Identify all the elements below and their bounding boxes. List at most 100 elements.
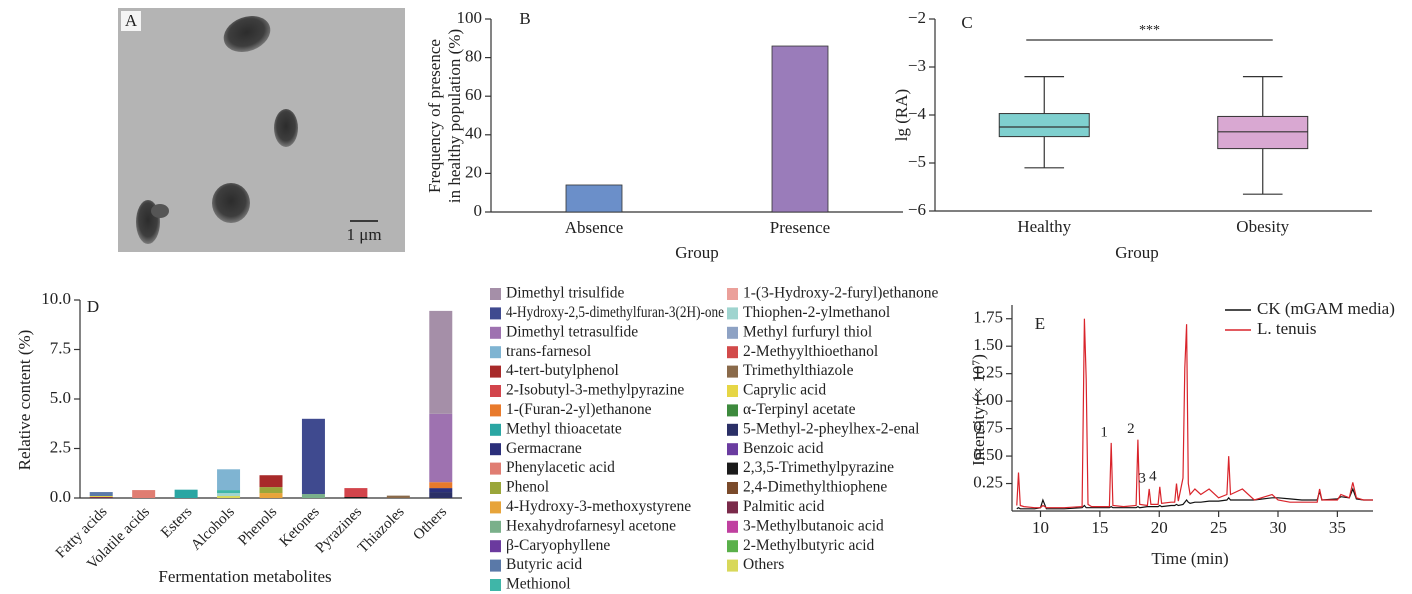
legend-swatch	[727, 443, 738, 455]
legend-label: 2,4-Dimethylthiophene	[743, 479, 887, 496]
x-axis-label: Fermentation metabolites	[158, 567, 331, 586]
y-tick-label: 40	[465, 124, 482, 143]
peak-label: 1	[1100, 424, 1108, 440]
legend-swatch	[727, 501, 738, 513]
y-axis-label: Frequency of presence	[425, 39, 444, 193]
scale-bar-label: 1 μm	[346, 225, 381, 244]
bar-segment	[217, 493, 240, 496]
y-tick-label: 7.5	[50, 338, 71, 357]
y-tick-label: −5	[908, 152, 926, 171]
x-tick-label: 30	[1270, 518, 1287, 537]
legend-swatch	[490, 540, 501, 552]
x-axis-label: Group	[675, 243, 718, 262]
y-tick-label: 10.0	[41, 289, 71, 308]
x-tick-label: Thiazoles	[355, 504, 408, 557]
x-tick-label: Presence	[770, 218, 830, 237]
bar-segment	[344, 497, 367, 498]
legend-label: Phenylacetic acid	[506, 459, 615, 476]
y-tick-label: 60	[465, 85, 482, 104]
legend-label: Butyric acid	[506, 556, 582, 573]
legend-swatch	[490, 327, 501, 339]
x-tick-label: 25	[1210, 518, 1227, 537]
bar	[772, 46, 828, 212]
bar-segment	[302, 419, 325, 494]
legend-label: Others	[743, 556, 784, 573]
legend-swatch	[727, 404, 738, 416]
bar	[566, 185, 622, 212]
x-axis-label: Group	[1115, 243, 1158, 262]
x-axis-label: Time (min)	[1151, 549, 1228, 568]
legend-label: 4-Hydroxy-3-methoxystyrene	[506, 498, 691, 515]
bar-segment	[217, 496, 240, 498]
box	[1218, 116, 1308, 148]
x-tick-label: Esters	[158, 504, 195, 541]
legend-label: Methionol	[506, 576, 571, 593]
legend-swatch	[727, 366, 738, 378]
legend-swatch	[490, 482, 501, 494]
bar-segment	[175, 490, 198, 498]
bar-segment	[217, 469, 240, 490]
bar-segment	[217, 490, 240, 493]
legend-label: Caprylic acid	[743, 382, 826, 399]
y-tick-label: 2.5	[50, 437, 71, 456]
bar-segment	[260, 487, 283, 493]
legend-label: 4-tert-butylphenol	[506, 362, 619, 379]
legend-swatch	[727, 482, 738, 494]
peak-label: 3	[1138, 470, 1146, 486]
x-tick-label: 35	[1329, 518, 1346, 537]
y-tick-label: 5.0	[50, 388, 71, 407]
y-tick-label: −3	[908, 56, 926, 75]
figure: A 1 μm 020406080100BFrequency of presenc…	[0, 0, 1412, 594]
bar-segment	[90, 497, 113, 498]
legend-label: Trimethylthiazole	[743, 362, 854, 379]
y-tick-label: 1.50	[973, 335, 1003, 354]
y-tick-label: −6	[908, 200, 926, 219]
y-tick-label: 100	[457, 8, 483, 27]
x-tick-label: Alcohols	[188, 504, 238, 554]
x-tick-label: Others	[410, 504, 450, 544]
box	[999, 114, 1089, 137]
legend-label: Hexahydrofarnesyl acetone	[506, 517, 676, 534]
legend-label: Phenol	[506, 479, 549, 496]
legend-swatch	[490, 560, 501, 572]
peak-label: 4	[1149, 468, 1157, 484]
x-tick-label: 10	[1032, 518, 1049, 537]
legend-label: trans-farnesol	[506, 343, 591, 360]
legend-swatch	[727, 521, 738, 533]
y-tick-label: 0	[474, 201, 483, 220]
y-axis-label: Intensity (× 10⁷)	[969, 354, 988, 466]
legend-swatch	[490, 424, 501, 436]
x-tick-label: Obesity	[1236, 217, 1289, 236]
legend-label: L. tenuis	[1257, 319, 1317, 338]
legend-swatch	[490, 346, 501, 358]
legend-swatch	[490, 404, 501, 416]
legend-swatch	[490, 288, 501, 300]
y-tick-label: 80	[465, 47, 482, 66]
x-tick-label: Phenols	[235, 504, 280, 549]
x-tick-label: Absence	[565, 218, 624, 237]
legend-label: 2-Methyylthioethanol	[743, 343, 878, 360]
legend-label: 1-(Furan-2-yl)ethanone	[506, 401, 652, 418]
legend-swatch	[727, 346, 738, 358]
panel-label: D	[87, 297, 99, 316]
bar-segment	[429, 482, 452, 488]
y-tick-label: 0.0	[50, 487, 71, 506]
y-axis-label: Relative content (%)	[15, 330, 34, 471]
legend-swatch	[727, 385, 738, 397]
y-tick-label: 20	[465, 162, 482, 181]
legend-swatch	[727, 463, 738, 475]
legend-label: CK (mGAM media)	[1257, 299, 1395, 318]
panel-label: C	[961, 13, 972, 32]
panel-label: A	[125, 11, 138, 30]
peak-label: 2	[1127, 421, 1135, 437]
bar-segment	[429, 311, 452, 414]
cell	[151, 204, 169, 218]
panel-label: E	[1035, 314, 1045, 333]
y-axis-label: in healthy population (%)	[445, 29, 464, 203]
legend-swatch	[490, 385, 501, 397]
legend-swatch	[490, 366, 501, 378]
legend-label: Methyl thioacetate	[506, 420, 622, 437]
bar-segment	[344, 488, 367, 497]
bar-segment	[90, 496, 113, 497]
y-tick-label: 0.25	[973, 472, 1003, 491]
